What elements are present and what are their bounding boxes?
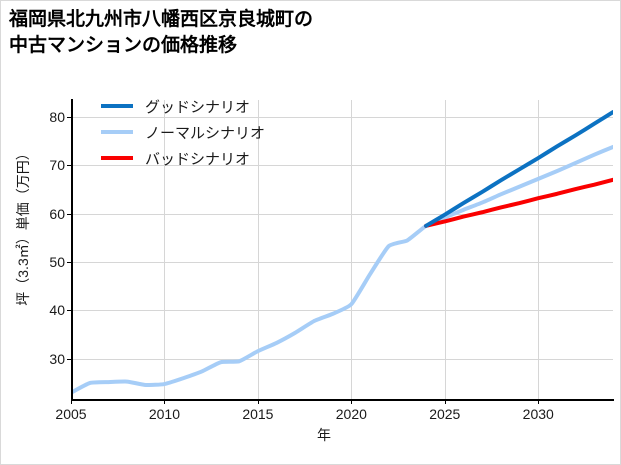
chart-legend: グッドシナリオ ノーマルシナリオ バッドシナリオ (101, 93, 341, 171)
plot-area (71, 100, 613, 400)
x-axis-tick-label: 2010 (148, 406, 181, 422)
gridline-vertical (164, 100, 166, 400)
y-axis-tick-label: 30 (49, 350, 65, 367)
gridline-vertical (444, 100, 446, 400)
y-axis-tick-mark (67, 262, 71, 264)
y-axis-tick-mark (67, 310, 71, 312)
y-axis-tick-mark (67, 116, 71, 118)
y-axis-title: 坪（3.3㎡）単価（万円） (15, 146, 31, 306)
x-axis-spine (71, 399, 614, 401)
legend-color-swatch (101, 104, 133, 108)
x-axis-tick-label: 2020 (335, 406, 367, 422)
legend-color-swatch (101, 156, 133, 160)
gridline-horizontal (71, 116, 613, 118)
data-lines (71, 110, 613, 395)
x-axis-title: 年 (317, 427, 331, 443)
plot-background (71, 100, 613, 400)
series-line (71, 144, 613, 395)
x-axis-tick-label: 2025 (429, 406, 461, 422)
gridline-vertical (257, 100, 259, 400)
legend-entry: グッドシナリオ (101, 93, 341, 119)
y-axis-tick-mark (67, 213, 71, 215)
legend-entry: ノーマルシナリオ (101, 119, 341, 145)
legend-label: ノーマルシナリオ (145, 124, 266, 142)
y-axis-tick-label: 80 (49, 108, 65, 125)
y-axis-tick-label: 70 (49, 157, 65, 174)
legend-entry: バッドシナリオ (101, 145, 341, 171)
y-axis-tick-labels: 30 40 50 60 70 80 (37, 100, 65, 400)
gridline-vertical (351, 100, 353, 400)
gridline-horizontal (71, 262, 613, 264)
series-line (424, 177, 613, 228)
x-axis-tick-mark (538, 400, 540, 404)
gridline-horizontal (71, 358, 613, 360)
x-axis-tick-label: 2005 (55, 406, 87, 422)
chart-title: 福岡県北九州市八幡西区京良城町の 中古マンションの価格推移 (9, 9, 314, 56)
y-axis-tick-label: 60 (49, 205, 65, 222)
x-axis-tick-mark (257, 400, 259, 404)
y-axis-tick-label: 40 (49, 302, 65, 319)
y-axis-tick-label: 50 (49, 254, 65, 271)
legend-label: バッドシナリオ (145, 150, 251, 168)
series-line (424, 110, 613, 228)
y-axis-tick-mark (67, 358, 71, 360)
legend-label: グッドシナリオ (145, 98, 251, 116)
x-axis-tick-mark (351, 400, 353, 404)
gridline-horizontal (71, 213, 613, 215)
gridline-vertical (538, 100, 540, 400)
x-axis-tick-mark (71, 400, 72, 404)
y-axis-spine (71, 99, 73, 401)
legend-color-swatch (101, 130, 133, 134)
x-axis-tick-label: 2015 (242, 406, 274, 422)
y-axis-tick-mark (67, 165, 71, 167)
x-axis-tick-label: 2030 (522, 406, 554, 422)
x-axis-tick-mark (444, 400, 446, 404)
x-axis-tick-mark (164, 400, 166, 404)
gridline-horizontal (71, 165, 613, 167)
